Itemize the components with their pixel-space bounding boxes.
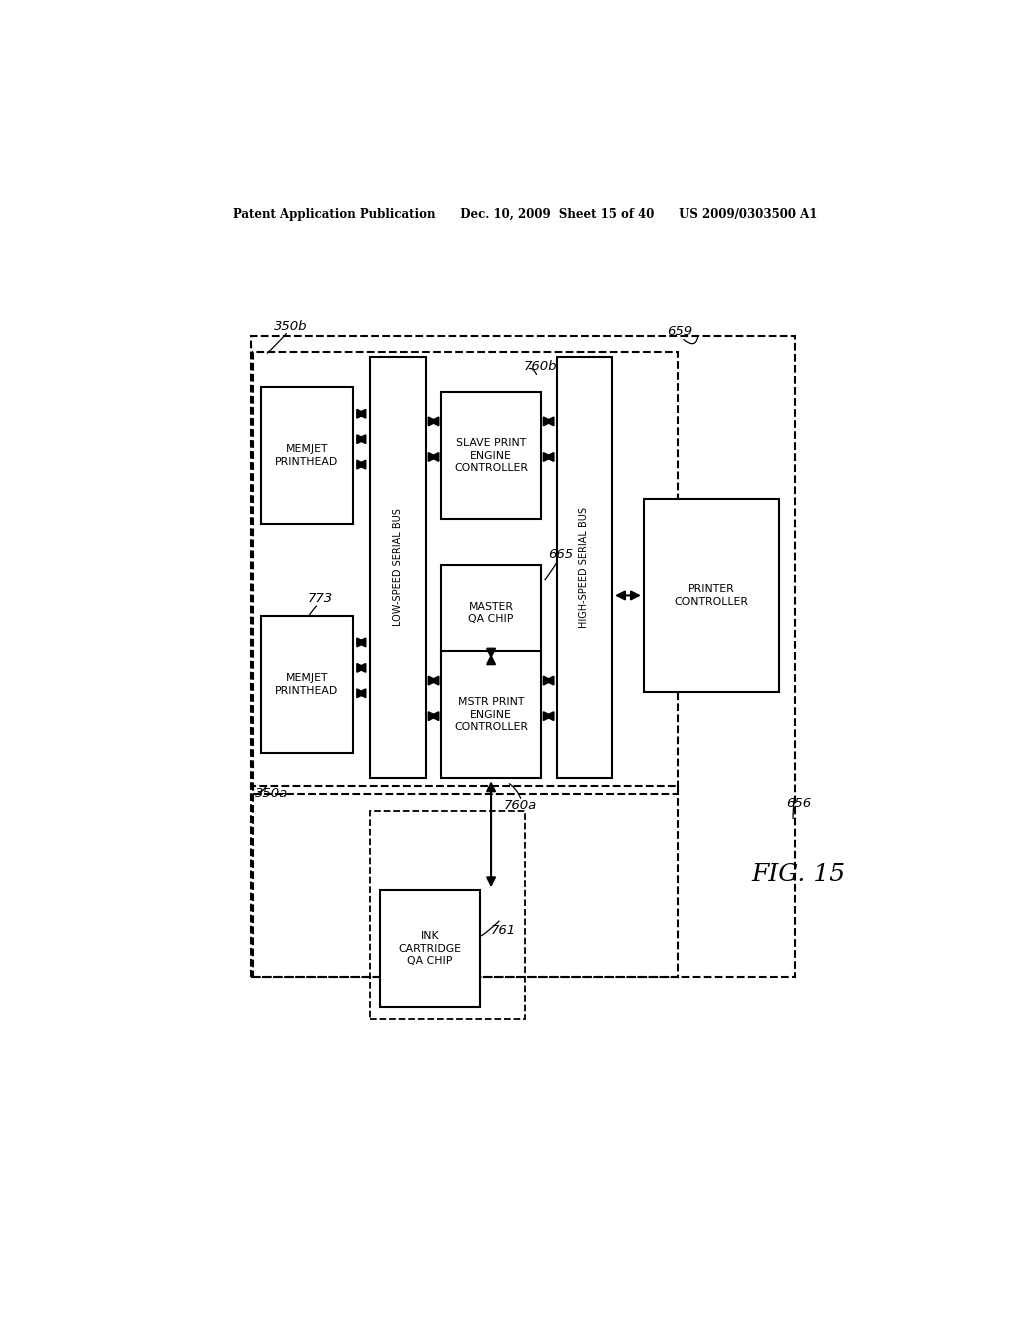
Bar (253, 785, 678, 977)
Text: SLAVE PRINT
ENGINE
CONTROLLER: SLAVE PRINT ENGINE CONTROLLER (454, 438, 528, 473)
Bar (644, 499, 779, 692)
Text: FIG. 15: FIG. 15 (752, 863, 846, 887)
Text: 665: 665 (548, 548, 573, 561)
Text: 760a: 760a (504, 800, 538, 812)
Text: INK
CARTRIDGE
QA CHIP: INK CARTRIDGE QA CHIP (398, 931, 462, 966)
Text: 760b: 760b (524, 360, 557, 374)
Text: HIGH-SPEED SERIAL BUS: HIGH-SPEED SERIAL BUS (580, 507, 590, 628)
Text: LOW-SPEED SERIAL BUS: LOW-SPEED SERIAL BUS (393, 508, 402, 627)
Text: 350b: 350b (274, 319, 307, 333)
Text: MSTR PRINT
ENGINE
CONTROLLER: MSTR PRINT ENGINE CONTROLLER (454, 697, 528, 733)
Text: 773: 773 (307, 591, 333, 605)
Text: MEMJET
PRINTHEAD: MEMJET PRINTHEAD (275, 445, 339, 467)
Bar (441, 651, 541, 779)
Text: 656: 656 (786, 797, 811, 810)
Bar (380, 890, 479, 1007)
Text: 350a: 350a (255, 787, 289, 800)
Bar (251, 337, 795, 977)
Bar (261, 615, 352, 752)
Text: 659: 659 (667, 325, 692, 338)
Bar (370, 356, 426, 779)
Bar (557, 356, 612, 779)
Text: MEMJET
PRINTHEAD: MEMJET PRINTHEAD (275, 673, 339, 696)
Bar (370, 810, 524, 1019)
Text: 761: 761 (490, 924, 516, 937)
Bar (441, 392, 541, 519)
Text: MASTER
QA CHIP: MASTER QA CHIP (468, 602, 514, 624)
Text: PRINTER
CONTROLLER: PRINTER CONTROLLER (674, 585, 749, 607)
Bar (261, 387, 352, 524)
Bar (441, 565, 541, 661)
Text: Patent Application Publication      Dec. 10, 2009  Sheet 15 of 40      US 2009/0: Patent Application Publication Dec. 10, … (232, 207, 817, 220)
Bar (253, 351, 678, 793)
